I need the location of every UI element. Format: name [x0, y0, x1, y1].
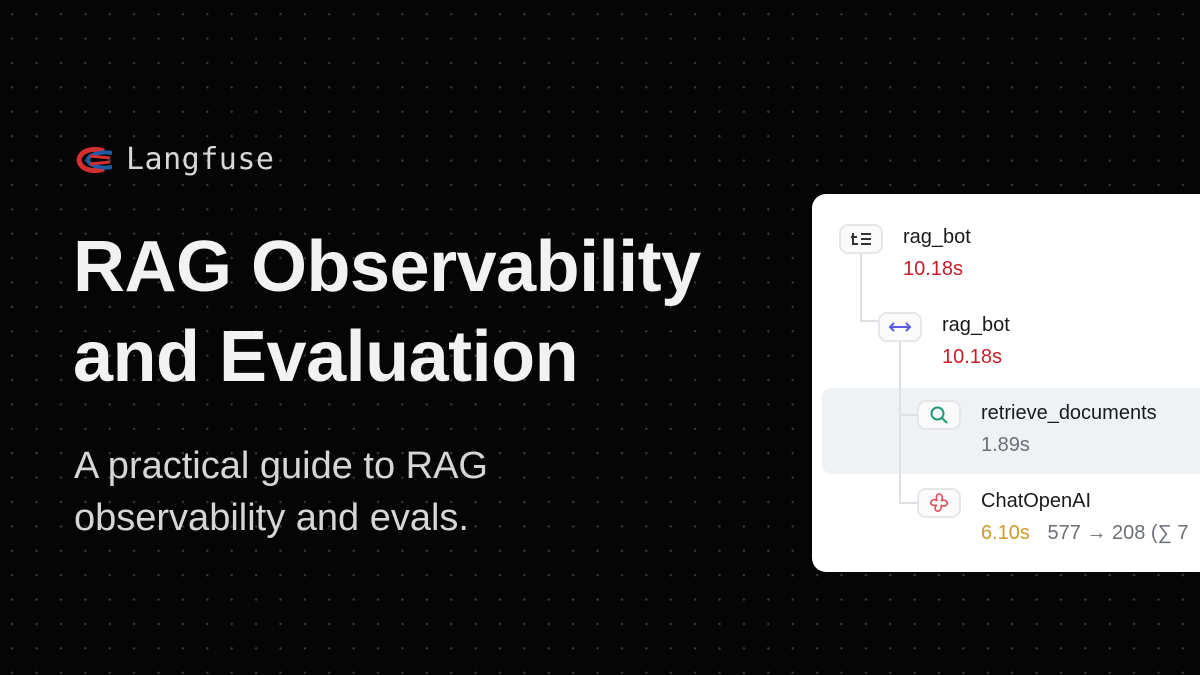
openai-generation-icon: [917, 488, 961, 518]
tree-connector: [860, 252, 862, 322]
token-usage: 577 → 208 (∑ 7: [1047, 522, 1189, 544]
node-duration: 1.89s: [981, 434, 1030, 456]
search-icon: [917, 400, 961, 430]
node-name: rag_bot: [903, 226, 971, 248]
page-title: RAG Observability and Evaluation: [73, 222, 701, 402]
node-name: retrieve_documents: [981, 402, 1157, 424]
brand-name: Langfuse: [126, 142, 275, 177]
trace-node[interactable]: ChatOpenAI 6.10s 577 → 208 (∑ 7: [917, 488, 1189, 546]
node-duration: 10.18s: [942, 346, 1003, 368]
subtitle: A practical guide to RAG observability a…: [74, 440, 488, 544]
title-line-2: and Evaluation: [73, 317, 579, 397]
trace-node[interactable]: rag_bot 10.18s: [839, 224, 971, 282]
tree-connector: [899, 414, 917, 416]
trace-node[interactable]: rag_bot 10.18s: [878, 312, 1010, 370]
node-duration: 10.18s: [903, 258, 964, 280]
tree-connector: [860, 320, 880, 322]
selected-row-highlight: [822, 388, 1200, 474]
brand: Langfuse: [74, 142, 275, 177]
langfuse-logo-icon: [76, 146, 113, 173]
trace-node-selected[interactable]: retrieve_documents 1.89s: [917, 400, 1157, 458]
node-duration: 6.10s: [981, 522, 1030, 544]
node-name: rag_bot: [942, 314, 1010, 336]
tree-connector: [899, 502, 917, 504]
subtitle-line-2: observability and evals.: [74, 497, 469, 539]
trace-list-icon: [839, 224, 883, 254]
subtitle-line-1: A practical guide to RAG: [74, 445, 488, 487]
trace-tree-card: rag_bot 10.18s rag_bot 10.18s retrieve_d…: [812, 194, 1200, 572]
node-name: ChatOpenAI: [981, 490, 1092, 512]
tree-connector: [899, 340, 901, 504]
title-line-1: RAG Observability: [73, 227, 701, 307]
span-arrows-icon: [878, 312, 922, 342]
